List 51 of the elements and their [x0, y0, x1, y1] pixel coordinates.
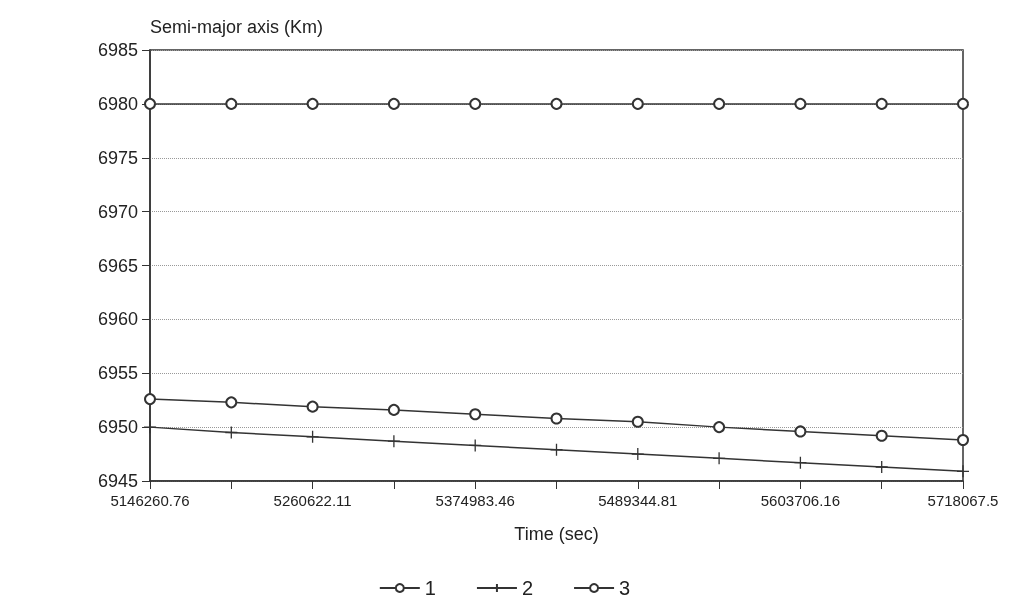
point — [875, 460, 889, 474]
x-tick-label: 5489344.81 — [598, 492, 678, 509]
y-tick-label: 6975 — [97, 147, 138, 168]
y-tick-label: 6970 — [97, 201, 138, 222]
point — [469, 408, 482, 421]
y-tick-label: 6950 — [97, 417, 138, 438]
point — [387, 403, 400, 416]
x-tick-label: 5718067.5 — [927, 492, 999, 509]
point — [305, 430, 320, 444]
y-tick-label: 6985 — [97, 40, 138, 60]
point — [794, 425, 807, 438]
point — [713, 97, 726, 110]
x-tick-label: 5603706.16 — [760, 492, 841, 509]
y-tick-label: 6945 — [97, 471, 138, 491]
y-tick-label: 6980 — [97, 93, 138, 114]
legend-label: 3 — [619, 577, 631, 599]
y-tick-label: 6960 — [97, 309, 138, 330]
point — [875, 429, 888, 442]
point — [712, 451, 726, 466]
point — [793, 456, 808, 470]
point — [549, 443, 564, 457]
point — [468, 438, 482, 453]
y-tick-label: 6955 — [97, 363, 138, 384]
point — [631, 447, 645, 461]
y-axis-title: Semi-major axis (Km) — [150, 17, 324, 37]
point — [631, 97, 644, 110]
point — [956, 464, 970, 478]
point — [550, 97, 563, 110]
point — [225, 97, 238, 110]
point — [550, 412, 563, 425]
point — [631, 415, 644, 428]
point — [225, 396, 238, 409]
point — [306, 97, 319, 110]
point — [794, 97, 807, 110]
x-tick-label: 5146260.76 — [110, 492, 190, 509]
point — [387, 434, 401, 448]
point — [469, 97, 482, 110]
legend-label: 1 — [424, 577, 436, 599]
x-tick-label: 5374983.46 — [435, 492, 515, 509]
x-axis-title: Time (sec) — [514, 524, 599, 544]
legend-label: 2 — [521, 577, 534, 599]
x-tick-label: 5260622.11 — [273, 492, 352, 509]
point — [306, 400, 319, 413]
point — [387, 97, 400, 110]
point — [144, 393, 156, 406]
point — [875, 97, 888, 110]
point — [713, 421, 726, 434]
y-tick-label: 6965 — [97, 255, 138, 276]
point — [957, 97, 969, 110]
point — [224, 425, 238, 440]
point — [957, 434, 969, 447]
